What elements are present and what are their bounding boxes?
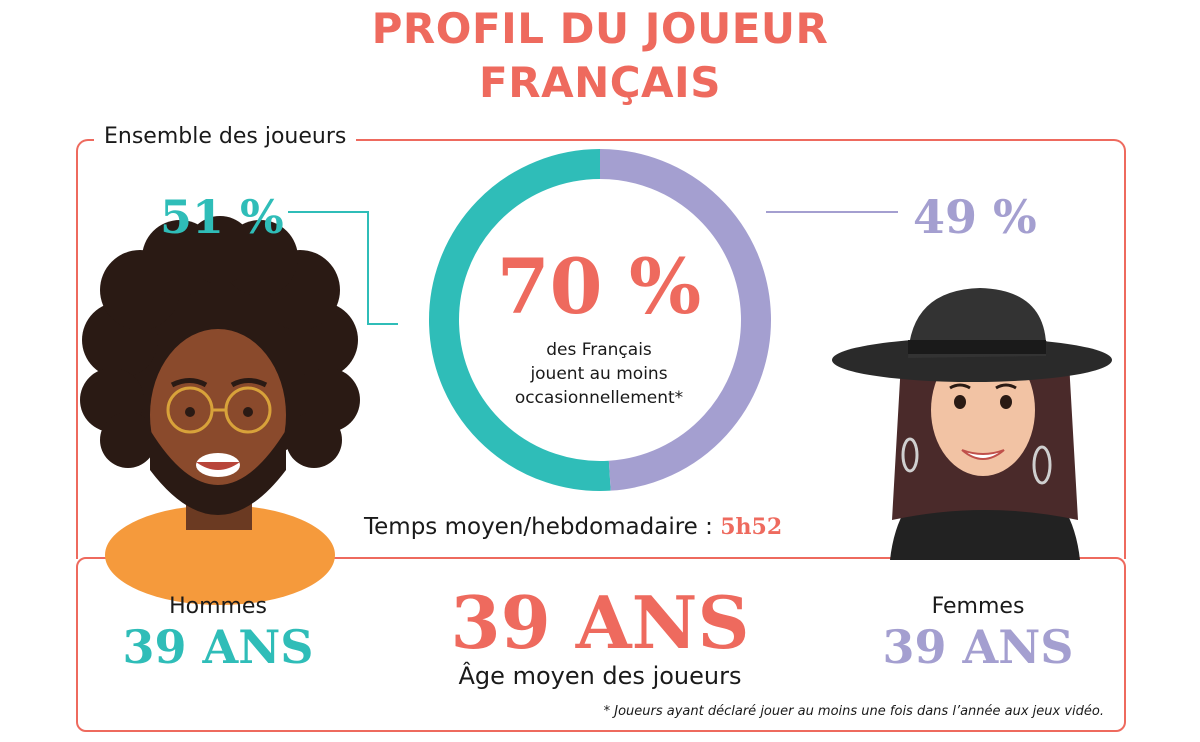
average-time-value: 5h52 [720, 514, 783, 540]
women-percentage: 49 % [913, 190, 1037, 244]
average-age-label: Âge moyen des joueurs [458, 662, 742, 690]
woman-avatar-illustration [832, 288, 1112, 560]
men-percentage: 51 % [160, 190, 284, 244]
caption-line-1: des Français [546, 340, 652, 360]
men-age-value: 39 ANS [122, 620, 314, 674]
connector-line-men [288, 211, 398, 325]
footnote: * Joueurs ayant déclaré jouer au moins u… [603, 704, 1104, 719]
caption-line-2: jouent au moins [530, 364, 668, 384]
average-time-label: Temps moyen/hebdomadaire : [364, 514, 713, 540]
women-age-label: Femmes [931, 594, 1025, 619]
man-avatar-illustration [80, 216, 360, 605]
donut-slice-women [599, 149, 771, 491]
page-title: PROFIL DU JOUEUR FRANÇAIS [0, 2, 1200, 110]
average-weekly-time: Temps moyen/hebdomadaire : 5h52 [364, 514, 782, 540]
average-age-value: 39 ANS [450, 580, 750, 665]
men-age-label: Hommes [169, 594, 267, 619]
section-label: Ensemble des joueurs [94, 124, 357, 149]
women-age-value: 39 ANS [882, 620, 1074, 674]
players-panel [76, 139, 1126, 559]
title-line-2: FRANÇAIS [479, 58, 721, 107]
title-line-1: PROFIL DU JOUEUR [371, 4, 829, 53]
caption-line-3: occasionnellement* [514, 388, 684, 408]
age-panel [76, 557, 1126, 732]
donut-slice-men [429, 149, 611, 491]
players-share-caption: des Français jouent au moins occasionnel… [470, 338, 728, 410]
donut-slices [429, 149, 771, 491]
players-share-value: 70 % [496, 242, 702, 331]
